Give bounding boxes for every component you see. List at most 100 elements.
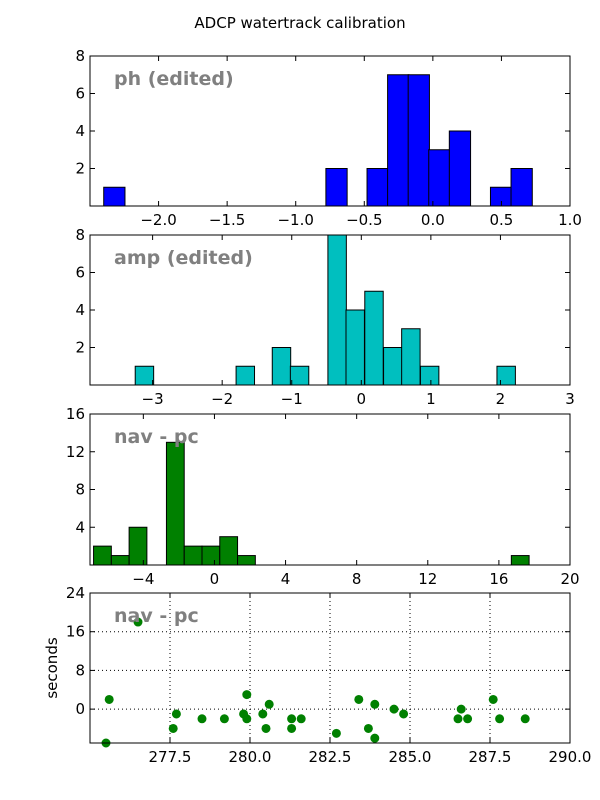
scatter-point xyxy=(370,733,380,743)
histogram-bar xyxy=(128,526,148,566)
y-tick-label: 8 xyxy=(75,481,85,499)
y-tick-label: 2 xyxy=(75,160,85,178)
x-tick-label: 3 xyxy=(565,390,575,408)
scatter-point xyxy=(399,709,409,719)
x-tick-label: 0.5 xyxy=(489,211,513,229)
histogram-bar xyxy=(448,130,472,207)
histogram-bar xyxy=(289,365,310,386)
scatter-point xyxy=(456,704,466,714)
y-tick-label: 0 xyxy=(75,700,85,718)
scatter-point xyxy=(287,714,297,724)
histogram-bar xyxy=(165,441,185,566)
y-tick-label: 2 xyxy=(75,339,85,357)
panel-label: nav - pc xyxy=(114,605,199,627)
x-tick-label: 1 xyxy=(426,390,436,408)
histogram-bar xyxy=(364,290,384,386)
scatter-point xyxy=(171,709,181,719)
scatter-point xyxy=(389,704,399,714)
x-tick-label: 20 xyxy=(560,570,579,588)
scatter-point xyxy=(370,699,380,709)
histogram-bar xyxy=(237,555,256,566)
panel-label: nav - pc xyxy=(114,426,199,448)
scatter-point xyxy=(242,714,252,724)
chart-panel-1: −2.0 −1.5 −1.0 −0.5 0.0 0.5 1.0 2 4 6 8 ph (edited) xyxy=(75,47,581,229)
histogram-bar xyxy=(235,365,256,386)
x-tick-label: −1.0 xyxy=(277,211,313,229)
scatter-point xyxy=(453,714,463,724)
x-tick-label: −0.5 xyxy=(346,211,382,229)
scatter-point xyxy=(264,699,274,709)
panel-label: ph (edited) xyxy=(114,68,234,90)
chart-panel-2: −3 −2 −1 0 1 2 3 2 4 6 8 amp (edited) xyxy=(75,226,574,408)
histogram-bar xyxy=(134,365,155,386)
x-tick-label: −2 xyxy=(211,390,233,408)
chart-panel-3: −4 0 4 8 12 16 20 4 8 12 16 nav - pc xyxy=(66,405,580,588)
x-tick-label: 285.0 xyxy=(389,748,432,766)
scatter-point xyxy=(258,709,268,719)
histogram-bar xyxy=(383,347,403,386)
scatter-point xyxy=(242,690,252,700)
x-tick-label: 0 xyxy=(357,390,367,408)
x-tick-label: 0.0 xyxy=(421,211,445,229)
scatter-point xyxy=(219,714,229,724)
chart-panel-4: 277.5 280.0 282.5 285.0 287.5 290.0 0 8 16 24 nav … xyxy=(43,584,591,766)
histogram-bar xyxy=(510,555,530,566)
panel-label: amp (edited) xyxy=(114,247,253,269)
scatter-point xyxy=(354,694,364,704)
histogram-bar xyxy=(366,168,389,207)
y-tick-label: 24 xyxy=(66,584,85,602)
x-tick-label: 4 xyxy=(281,570,291,588)
y-tick-label: 16 xyxy=(66,405,85,423)
histogram-bar xyxy=(401,328,421,386)
histogram-bar xyxy=(219,536,239,566)
y-tick-label: 12 xyxy=(66,443,85,461)
scatter-point xyxy=(168,723,178,733)
scatter-point xyxy=(463,714,473,724)
x-tick-label: −4 xyxy=(132,570,154,588)
x-tick-label: 12 xyxy=(418,570,437,588)
scatter-point xyxy=(133,617,143,627)
y-tick-label: 16 xyxy=(66,623,85,641)
x-tick-label: 282.5 xyxy=(309,748,352,766)
y-tick-label: 8 xyxy=(75,661,85,679)
histogram-bar xyxy=(93,545,112,566)
figure-title: ADCP watertrack calibration xyxy=(194,14,405,32)
y-tick-label: 8 xyxy=(75,47,85,65)
histogram-bar xyxy=(110,555,130,566)
x-tick-label: 8 xyxy=(352,570,362,588)
scatter-point xyxy=(495,714,505,724)
histogram-bar xyxy=(510,168,533,207)
scatter-point xyxy=(197,714,207,724)
scatter-point xyxy=(104,694,114,704)
y-tick-label: 6 xyxy=(75,264,85,282)
x-tick-label: 1.0 xyxy=(558,211,582,229)
histogram-bar xyxy=(327,234,347,386)
histogram-bar xyxy=(183,545,203,566)
y-tick-label: 4 xyxy=(75,301,85,319)
scatter-point xyxy=(363,723,373,733)
x-tick-label: 2 xyxy=(496,390,506,408)
x-tick-label: −3 xyxy=(142,390,164,408)
histogram-bar xyxy=(345,309,365,386)
histogram-bar xyxy=(407,74,430,207)
y-tick-label: 4 xyxy=(75,518,85,536)
x-tick-label: 287.5 xyxy=(469,748,512,766)
histogram-bar xyxy=(103,186,126,207)
x-tick-label: 16 xyxy=(489,570,508,588)
y-tick-label: 4 xyxy=(75,122,85,140)
histogram-bar xyxy=(271,347,292,386)
x-tick-label: −1.5 xyxy=(209,211,245,229)
scatter-point xyxy=(520,714,530,724)
x-tick-label: −2.0 xyxy=(140,211,176,229)
y-axis-title: seconds xyxy=(43,637,61,698)
histogram-bar xyxy=(496,365,516,386)
scatter-point xyxy=(287,723,297,733)
histogram-bar xyxy=(325,168,348,207)
x-tick-label: 280.0 xyxy=(229,748,272,766)
y-tick-label: 8 xyxy=(75,226,85,244)
y-tick-label: 6 xyxy=(75,85,85,103)
x-tick-label: 0 xyxy=(210,570,220,588)
histogram-bar xyxy=(419,365,440,386)
